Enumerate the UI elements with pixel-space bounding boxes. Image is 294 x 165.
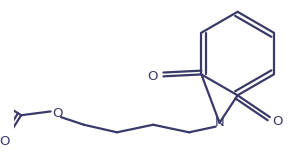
Text: O: O [147, 70, 157, 83]
Text: O: O [52, 107, 63, 120]
Text: O: O [0, 135, 9, 148]
Text: O: O [272, 115, 283, 128]
Text: N: N [215, 116, 224, 129]
